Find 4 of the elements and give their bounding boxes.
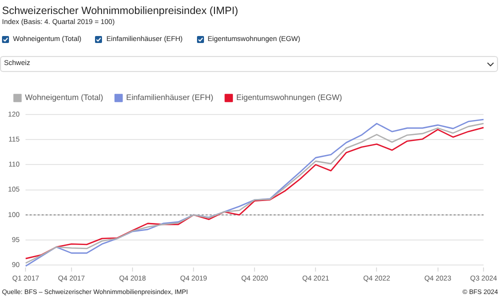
legend-label: Einfamilienhäuser (EFH) — [126, 93, 214, 102]
legend-label: Eigentumswohnungen (EGW) — [236, 93, 342, 102]
legend-label: Wohneigentum (Total) — [25, 93, 104, 102]
chart-title: Schweizerischer Wohnimmobilienpreisindex (IMPI) — [2, 5, 238, 17]
